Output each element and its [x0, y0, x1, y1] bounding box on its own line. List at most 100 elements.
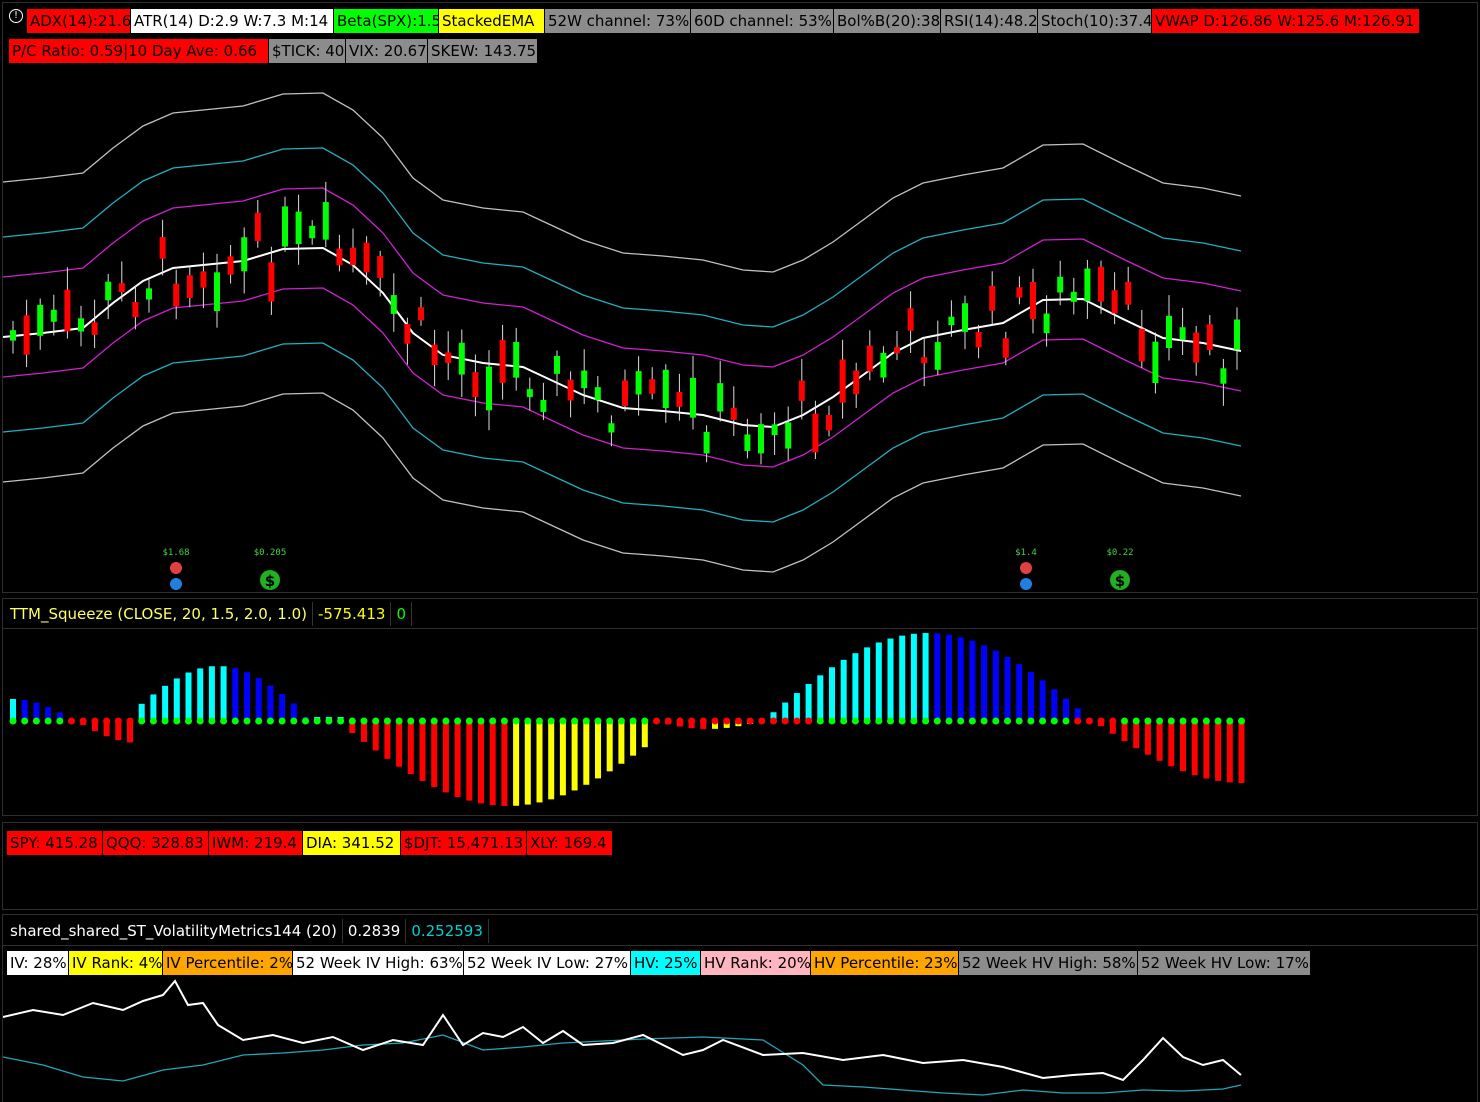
squeeze-dot: [547, 717, 555, 725]
candlestick-chart[interactable]: $1.68 $0.205 $ $1.4 $0.22 $: [3, 3, 1478, 593]
candle-body: [894, 347, 900, 354]
squeeze-dot: [337, 717, 345, 725]
candle-body: [554, 355, 560, 374]
squeeze-bar: [197, 668, 204, 721]
band-line: [3, 392, 1242, 573]
squeeze-histogram[interactable]: [3, 599, 1478, 816]
squeeze-dot: [1179, 717, 1187, 725]
squeeze-dot: [477, 717, 485, 725]
candle-body: [431, 344, 438, 366]
info-icon[interactable]: !: [9, 9, 23, 23]
study-labels-row-2: P/C Ratio: 0.59|10 Day Ave: 0.66 $TICK: 4…: [9, 39, 538, 63]
squeeze-bar: [618, 721, 625, 764]
squeeze-bar: [899, 635, 906, 721]
squeeze-dot: [781, 717, 789, 725]
iv-hv-line-chart[interactable]: [3, 915, 1478, 1102]
squeeze-bar: [934, 633, 941, 721]
candle-body: [350, 247, 356, 265]
squeeze-dot: [220, 717, 228, 725]
candle-body: [146, 288, 152, 300]
earnings-info-icon[interactable]: [170, 578, 182, 590]
quote-label: DIA: 341.52: [303, 831, 401, 855]
candle-body: [676, 391, 683, 407]
quote-label: SPY: 415.28: [7, 831, 103, 855]
squeeze-bar: [1016, 664, 1023, 721]
squeeze-bar: [1133, 721, 1140, 749]
squeeze-bar: [267, 685, 274, 721]
volatility-metrics-panel[interactable]: shared_shared_ST_VolatilityMetrics144 (2…: [2, 914, 1478, 1102]
candle-body: [934, 342, 941, 370]
dividend-icon[interactable]: [260, 570, 280, 590]
squeeze-dot: [1191, 717, 1199, 725]
squeeze-bar: [957, 637, 964, 721]
candle-body: [418, 307, 424, 321]
squeeze-bar: [1156, 721, 1163, 761]
squeeze-dot: [910, 717, 918, 725]
squeeze-dot: [231, 717, 239, 725]
candle-body: [771, 424, 778, 436]
earnings-icon[interactable]: [1020, 562, 1032, 574]
earnings-info-icon[interactable]: [1020, 578, 1032, 590]
candle-body: [540, 400, 547, 412]
squeeze-bar: [244, 672, 250, 721]
vol-metric-label: IV: 28%: [7, 951, 69, 975]
squeeze-dot: [395, 717, 403, 725]
squeeze-dot: [348, 717, 356, 725]
squeeze-bar: [887, 638, 894, 721]
squeeze-dot: [173, 717, 181, 725]
squeeze-dot: [875, 717, 883, 725]
candle-body: [798, 380, 805, 401]
candle-body: [907, 308, 914, 331]
squeeze-bar: [524, 721, 531, 805]
dividend-icon[interactable]: [1110, 570, 1130, 590]
squeeze-dot: [489, 717, 497, 725]
study-label: StackedEMA: [439, 9, 545, 33]
quote-labels-panel[interactable]: SPY: 415.28 QQQ: 328.83 IWM: 219.4 DIA: 341…: [2, 822, 1478, 910]
candle-body: [1043, 313, 1050, 334]
ttm-squeeze-panel[interactable]: TTM_Squeeze (CLOSE, 20, 1.5, 2.0, 1.0) -…: [2, 598, 1478, 816]
event-value: $1.4: [1015, 548, 1037, 558]
squeeze-dot: [103, 717, 111, 725]
squeeze-dot: [1226, 717, 1234, 725]
vol-metric-label: IV Rank: 4%: [69, 951, 163, 975]
squeeze-bar: [127, 721, 133, 743]
study-label: Beta(SPX):1.5: [334, 9, 439, 33]
squeeze-dot: [851, 717, 859, 725]
squeeze-bar: [1004, 657, 1011, 721]
squeeze-bar: [805, 683, 812, 721]
candle-body: [118, 283, 125, 293]
earnings-icon[interactable]: [170, 562, 182, 574]
squeeze-bar: [103, 721, 110, 737]
squeeze-dot: [1027, 717, 1035, 725]
squeeze-dot: [32, 717, 40, 725]
study-label: 60D channel: 53%: [691, 9, 834, 33]
squeeze-bar: [1109, 721, 1116, 734]
event-value: $0.22: [1106, 548, 1133, 558]
squeeze-bar: [559, 721, 566, 796]
price-chart-panel[interactable]: ! ADX(14):21.6 ATR(14) D:2.9 W:7.3 M:14 Be…: [2, 2, 1478, 593]
squeeze-value: -575.413: [313, 602, 392, 626]
candle-body: [200, 271, 207, 288]
squeeze-bar: [1063, 698, 1069, 721]
quote-label: XLY: 169.4: [527, 831, 613, 855]
candle-body: [826, 414, 832, 431]
squeeze-dot: [243, 717, 251, 725]
squeeze-dot: [676, 717, 684, 725]
candle-body: [1070, 291, 1077, 302]
squeeze-dot: [196, 717, 204, 725]
band-line: [3, 92, 1242, 273]
vol-metric-label: 52 Week IV Low: 27%: [464, 951, 631, 975]
study-labels-row-1: ADX(14):21.6 ATR(14) D:2.9 W:7.3 M:14 Beta…: [27, 9, 1420, 33]
squeeze-dot: [536, 717, 543, 725]
vol-metric-label: 52 Week HV High: 58%: [959, 951, 1138, 975]
squeeze-bar: [185, 672, 192, 721]
candle-body: [880, 352, 887, 378]
candle-body: [975, 332, 982, 348]
squeeze-bar: [981, 645, 988, 721]
squeeze-bar: [220, 666, 227, 721]
candle-body: [309, 225, 316, 239]
squeeze-dot: [723, 717, 731, 725]
squeeze-dot: [617, 717, 625, 725]
squeeze-dot: [1050, 717, 1058, 725]
candle-body: [744, 434, 751, 451]
